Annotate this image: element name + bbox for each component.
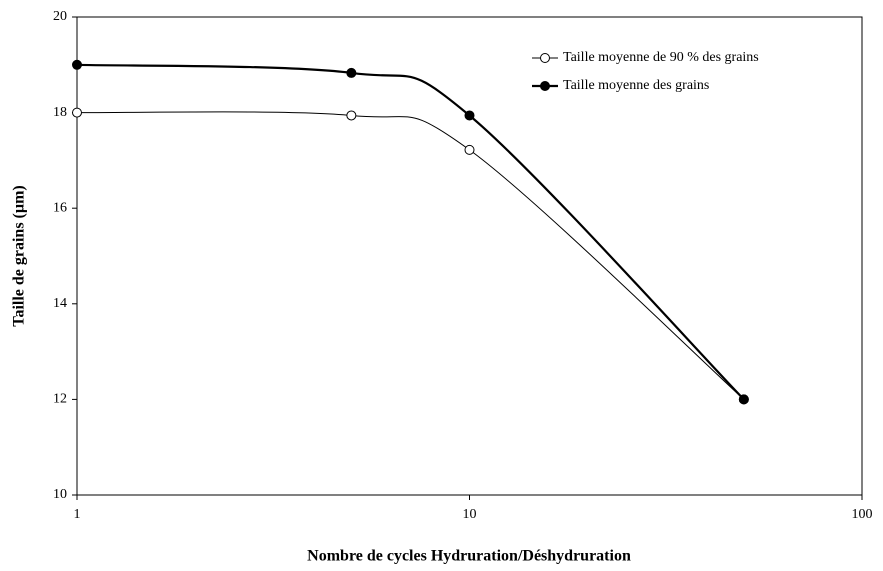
y-tick-label: 10	[53, 487, 67, 502]
legend-label: Taille moyenne des grains	[563, 78, 709, 93]
point	[464, 144, 475, 155]
y-tick-label: 12	[53, 392, 67, 407]
series-line	[76, 111, 745, 400]
point	[72, 107, 82, 118]
legend-marker	[540, 53, 550, 63]
plot-frame	[76, 16, 863, 496]
y-axis-label: Taille de grains (µm)	[11, 185, 28, 327]
point	[346, 67, 357, 78]
point	[346, 110, 357, 121]
y-tick-label: 14	[53, 296, 67, 311]
legend-label: Taille moyenne de 90 % des grains	[563, 50, 759, 65]
y-tick-label: 16	[53, 200, 67, 215]
y-tick-label: 20	[53, 9, 67, 24]
x-tick-label: 100	[852, 507, 873, 522]
point	[738, 394, 749, 405]
x-tick-label: 10	[463, 507, 477, 522]
x-axis-label: Nombre de cycles Hydruration/Déshydrurat…	[307, 548, 631, 565]
series-line	[76, 63, 745, 401]
point	[72, 59, 82, 70]
legend-marker	[540, 81, 550, 91]
point	[464, 110, 475, 121]
y-tick-label: 18	[53, 105, 67, 120]
x-tick-label: 1	[74, 507, 81, 522]
